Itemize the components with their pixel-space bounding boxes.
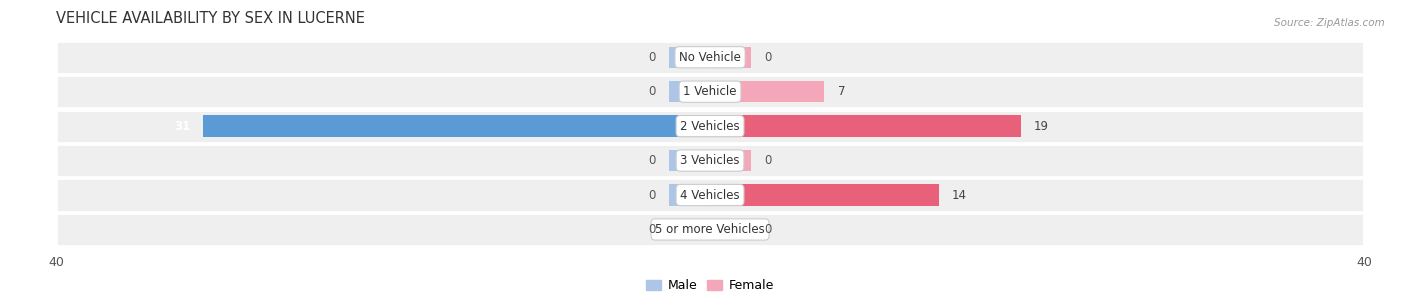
Text: 0: 0 — [648, 51, 657, 64]
Legend: Male, Female: Male, Female — [641, 274, 779, 297]
Bar — [669, 184, 710, 206]
Bar — [56, 41, 1364, 74]
Bar — [56, 144, 1364, 177]
Bar — [56, 75, 1364, 108]
Text: 0: 0 — [648, 188, 657, 202]
Bar — [56, 213, 1364, 246]
Text: 0: 0 — [648, 223, 657, 236]
Bar — [710, 150, 751, 171]
Text: 14: 14 — [952, 188, 967, 202]
Text: VEHICLE AVAILABILITY BY SEX IN LUCERNE: VEHICLE AVAILABILITY BY SEX IN LUCERNE — [56, 11, 366, 26]
Bar — [710, 47, 751, 68]
Bar — [669, 219, 710, 240]
Text: 0: 0 — [648, 85, 657, 98]
Bar — [56, 109, 1364, 143]
Text: 31: 31 — [174, 120, 190, 133]
Text: 2 Vehicles: 2 Vehicles — [681, 120, 740, 133]
Bar — [710, 116, 1021, 137]
Text: 7: 7 — [838, 85, 845, 98]
Bar — [669, 47, 710, 68]
Text: 19: 19 — [1033, 120, 1049, 133]
Text: 4 Vehicles: 4 Vehicles — [681, 188, 740, 202]
Text: 0: 0 — [763, 223, 772, 236]
Text: 3 Vehicles: 3 Vehicles — [681, 154, 740, 167]
Text: 0: 0 — [763, 154, 772, 167]
Bar — [710, 81, 824, 102]
Bar — [56, 178, 1364, 212]
Bar — [710, 219, 751, 240]
Text: 1 Vehicle: 1 Vehicle — [683, 85, 737, 98]
Text: No Vehicle: No Vehicle — [679, 51, 741, 64]
Text: Source: ZipAtlas.com: Source: ZipAtlas.com — [1274, 18, 1385, 28]
Bar — [710, 184, 939, 206]
Bar — [669, 150, 710, 171]
Text: 0: 0 — [763, 51, 772, 64]
Text: 0: 0 — [648, 154, 657, 167]
Text: 5 or more Vehicles: 5 or more Vehicles — [655, 223, 765, 236]
Bar — [669, 81, 710, 102]
Bar — [204, 116, 710, 137]
